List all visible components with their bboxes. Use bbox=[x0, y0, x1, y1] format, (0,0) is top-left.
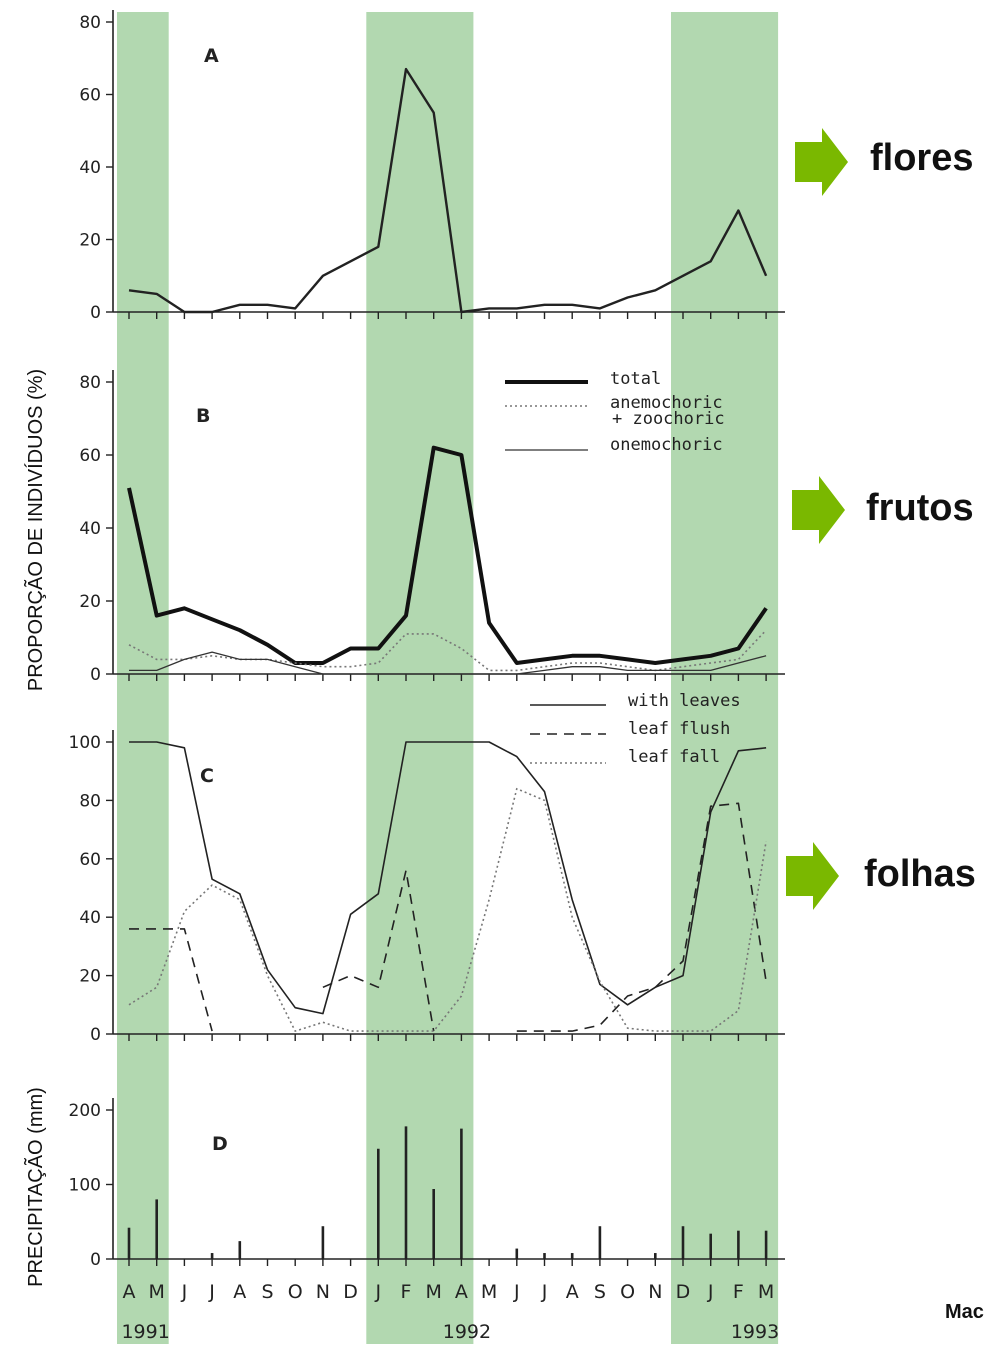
frutos-label: frutos bbox=[866, 487, 974, 529]
month-label: O bbox=[288, 1281, 303, 1303]
legend-leaf-fall-label: leaf fall bbox=[628, 747, 720, 767]
wet-season-bands bbox=[117, 12, 779, 1344]
month-label: M bbox=[148, 1281, 164, 1303]
panel-label: B bbox=[196, 405, 210, 427]
y-tick-label: 0 bbox=[90, 665, 101, 685]
panel-a: 0 20 40 60 80 A bbox=[79, 10, 785, 323]
legend-leaf-flush-label: leaf flush bbox=[628, 719, 730, 739]
flores-label: flores bbox=[870, 137, 973, 179]
y-tick-label: 100 bbox=[69, 1176, 101, 1196]
side-label-folhas: folhas bbox=[786, 842, 976, 910]
month-label: S bbox=[261, 1281, 273, 1303]
panel-c: 0 20 40 60 80 100 C bbox=[69, 730, 785, 1045]
panel-label: A bbox=[204, 45, 219, 67]
y-axis-title-proportion: PROPORÇÃO DE INDIVÍDUOS (%) bbox=[23, 369, 47, 691]
month-label: M bbox=[481, 1281, 497, 1303]
y-tick-label: 0 bbox=[90, 1025, 101, 1045]
legend-anemo-label: anemochoric bbox=[610, 393, 723, 413]
panel-label: D bbox=[212, 1133, 228, 1155]
y-tick-label: 40 bbox=[79, 908, 101, 928]
y-tick-label: 60 bbox=[79, 86, 101, 106]
month-label: D bbox=[343, 1281, 358, 1303]
legend-panel-b: total anemochoric + zoochoric onemochori… bbox=[505, 369, 725, 455]
y-tick-label: 0 bbox=[90, 1250, 101, 1270]
wet-season-band-1 bbox=[117, 12, 169, 1344]
month-label: A bbox=[455, 1281, 468, 1303]
y-tick-label: 80 bbox=[79, 791, 101, 811]
month-label: J bbox=[541, 1281, 548, 1303]
series-line-a-1 bbox=[128, 67, 768, 314]
series-line-c-1 bbox=[129, 741, 767, 1015]
month-label: A bbox=[233, 1281, 246, 1303]
y-tick-label: 40 bbox=[79, 158, 101, 178]
arrow-right-icon bbox=[786, 842, 839, 910]
month-label: D bbox=[676, 1281, 691, 1303]
month-label: S bbox=[594, 1281, 606, 1303]
y-tick-label: 80 bbox=[79, 373, 101, 393]
month-label: J bbox=[374, 1281, 381, 1303]
year-axis: 1991 1992 1993 bbox=[121, 1321, 779, 1343]
series-line-c-2 bbox=[129, 802, 767, 1032]
legend-total-label: total bbox=[610, 369, 661, 389]
legend-panel-c: with leaves leaf flush leaf fall bbox=[530, 691, 741, 767]
folhas-label: folhas bbox=[864, 853, 976, 895]
panel-b: 0 20 40 60 80 B bbox=[79, 370, 785, 685]
legend-onemo-label: onemochoric bbox=[610, 435, 723, 455]
month-label: N bbox=[648, 1281, 662, 1303]
side-label-flores: flores bbox=[795, 128, 973, 196]
panel-d: 0 100 200 D bbox=[69, 1098, 785, 1270]
side-label-frutos: frutos bbox=[792, 476, 974, 544]
year-label: 1993 bbox=[731, 1321, 779, 1343]
legend-zoo-label: + zoochoric bbox=[612, 409, 725, 429]
month-label: N bbox=[316, 1281, 330, 1303]
month-label: J bbox=[513, 1281, 520, 1303]
month-label: A bbox=[123, 1281, 136, 1303]
y-tick-label: 20 bbox=[79, 592, 101, 612]
series-line-b-3 bbox=[129, 651, 767, 675]
chart-panels: 0 20 40 60 80 A 0 20 40 60 80 B 0 20 40 60 80 100 C 0 100 200… bbox=[69, 10, 785, 1270]
arrow-right-icon bbox=[795, 128, 848, 196]
month-label: M bbox=[425, 1281, 441, 1303]
month-label: J bbox=[707, 1281, 714, 1303]
month-label: A bbox=[566, 1281, 579, 1303]
y-axis-title-precipitation: PRECIPITAÇÃO (mm) bbox=[23, 1087, 47, 1287]
month-label: O bbox=[620, 1281, 635, 1303]
y-tick-label: 100 bbox=[69, 733, 101, 753]
legend-with-leaves-label: with leaves bbox=[628, 691, 741, 711]
y-tick-label: 200 bbox=[69, 1101, 101, 1121]
month-label: M bbox=[758, 1281, 774, 1303]
year-label: 1992 bbox=[443, 1321, 491, 1343]
credit-text: Mac bbox=[945, 1301, 984, 1323]
wet-season-band-3 bbox=[671, 12, 779, 1344]
wet-season-band-2 bbox=[366, 12, 474, 1344]
month-label: F bbox=[733, 1281, 744, 1303]
panel-label: C bbox=[200, 765, 214, 787]
month-label: J bbox=[208, 1281, 215, 1303]
y-tick-label: 20 bbox=[79, 967, 101, 987]
y-tick-label: 60 bbox=[79, 850, 101, 870]
year-label: 1991 bbox=[121, 1321, 169, 1343]
arrow-right-icon bbox=[792, 476, 845, 544]
y-tick-label: 40 bbox=[79, 519, 101, 539]
month-label: J bbox=[181, 1281, 188, 1303]
y-tick-label: 0 bbox=[90, 303, 101, 323]
y-tick-label: 20 bbox=[79, 231, 101, 251]
month-label: F bbox=[401, 1281, 412, 1303]
y-tick-label: 60 bbox=[79, 446, 101, 466]
series-line-b-1 bbox=[127, 445, 768, 665]
y-tick-label: 80 bbox=[79, 13, 101, 33]
